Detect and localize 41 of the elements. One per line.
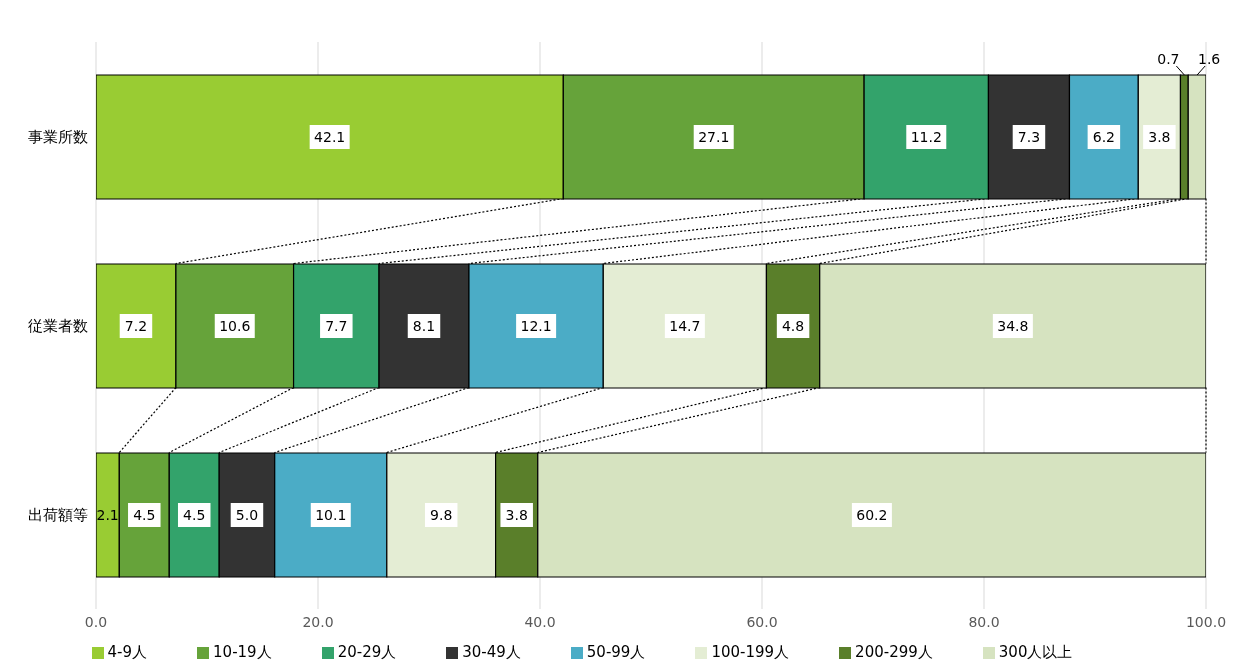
legend-label: 200-299人: [855, 643, 933, 661]
legend-label: 4-9人: [107, 643, 148, 661]
data-label: 10.1: [315, 507, 347, 523]
data-label: 1.6: [1197, 51, 1221, 67]
data-label: 11.2: [910, 129, 942, 145]
data-label: 7.3: [1017, 129, 1041, 145]
x-tick-label: 100.0: [1185, 613, 1227, 630]
data-label: 12.1: [520, 318, 552, 334]
data-label: 0.7: [1157, 51, 1180, 67]
y-tick-label: 事業所数: [28, 127, 88, 146]
data-label: 2.1: [96, 507, 119, 523]
data-label: 10.6: [219, 318, 251, 334]
data-label: 7.2: [124, 318, 148, 334]
data-label: 42.1: [314, 129, 346, 145]
data-label: 60.2: [856, 507, 888, 523]
data-label: 5.0: [235, 507, 259, 523]
data-label: 3.8: [505, 507, 528, 523]
x-tick-label: 60.0: [746, 613, 778, 630]
x-tick-label: 0.0: [84, 613, 108, 630]
data-label: 6.2: [1092, 129, 1116, 145]
legend-label: 100-199人: [711, 643, 790, 661]
x-tick-label: 20.0: [302, 613, 334, 630]
legend-label: 20-29人: [337, 643, 397, 661]
data-label: 27.1: [698, 129, 730, 145]
legend-label: 10-19人: [213, 643, 272, 661]
y-tick-label: 出荷額等: [28, 505, 88, 524]
data-label: 8.1: [412, 318, 436, 334]
legend-label: 30-49人: [462, 643, 521, 661]
data-label: 3.8: [1148, 129, 1171, 145]
legend-label: 300人以上: [998, 643, 1073, 661]
data-label: 9.8: [430, 507, 453, 523]
data-label: 4.5: [133, 507, 156, 523]
data-label: 34.8: [997, 318, 1029, 334]
x-tick-label: 80.0: [968, 613, 1000, 630]
data-label: 7.7: [325, 318, 348, 334]
data-label: 4.5: [183, 507, 206, 523]
data-label: 14.7: [669, 318, 701, 334]
y-tick-label: 従業者数: [28, 316, 88, 335]
x-tick-label: 40.0: [524, 613, 556, 630]
data-label: 4.8: [781, 318, 805, 334]
legend-label: 50-99人: [586, 643, 646, 661]
